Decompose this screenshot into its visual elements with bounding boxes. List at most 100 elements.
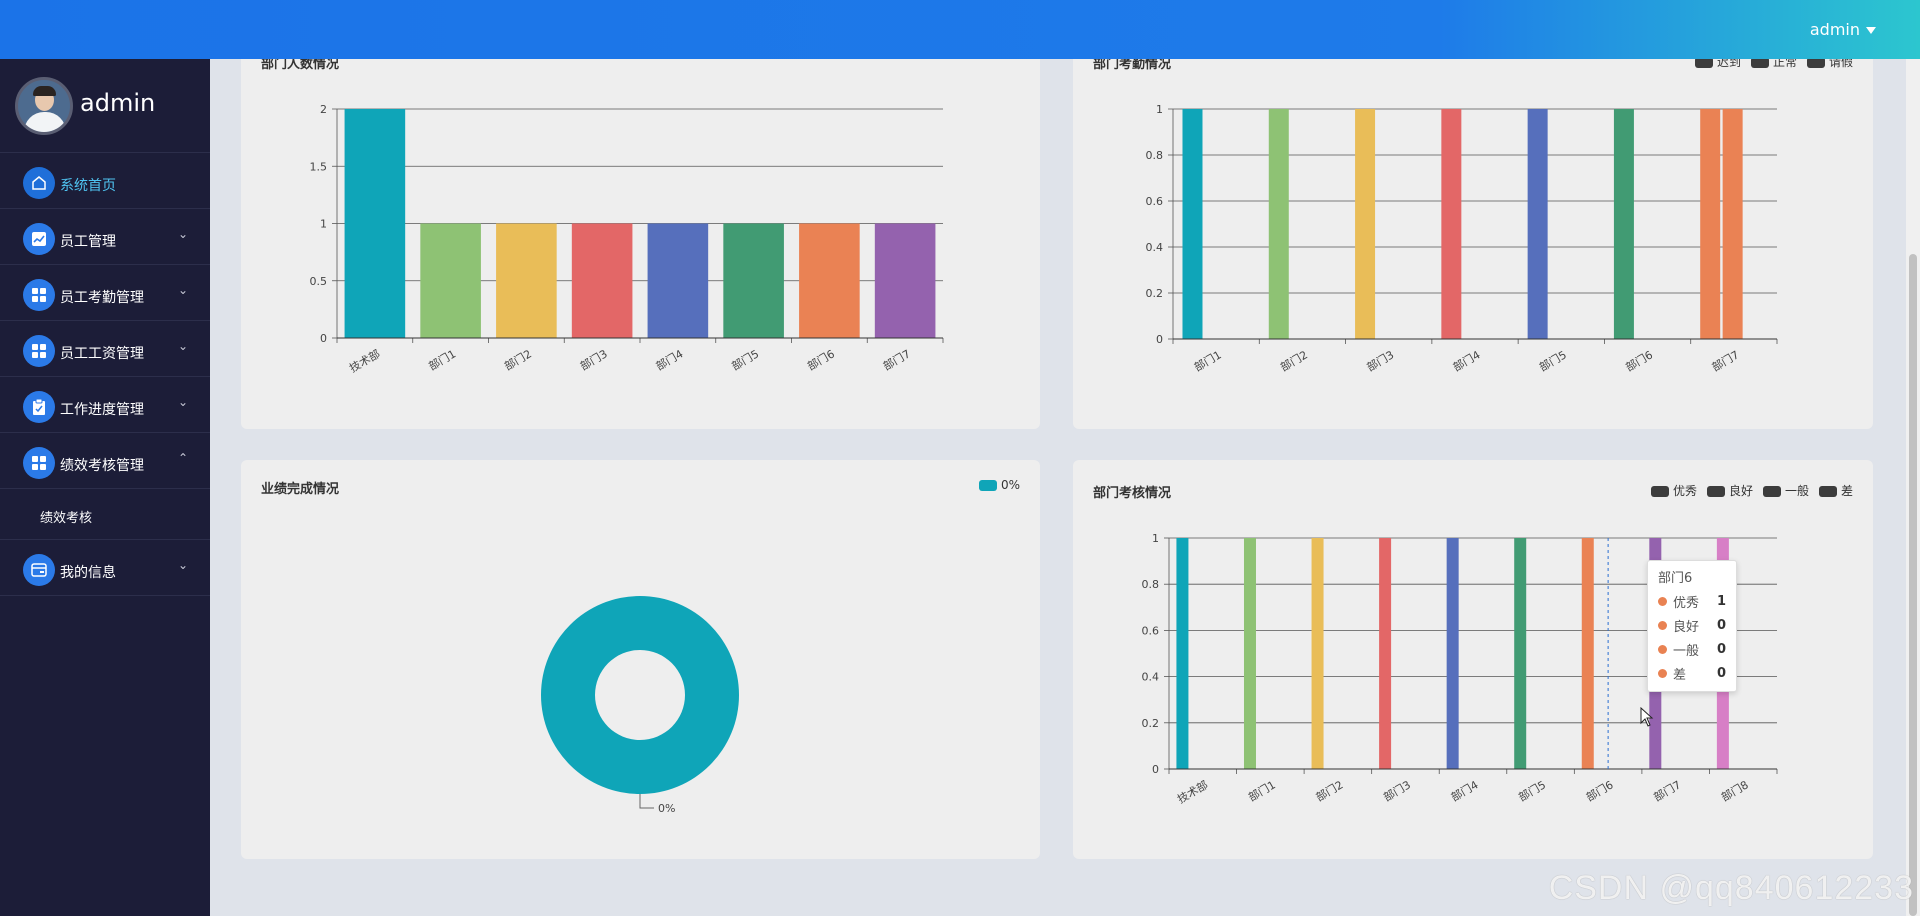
legend: 优秀 良好 一般 差	[1650, 482, 1853, 499]
bar	[874, 223, 936, 338]
x-tick-label: 部门6	[1623, 347, 1655, 374]
legend-item[interactable]: 一般	[1762, 482, 1809, 499]
y-tick-label: 1	[320, 218, 327, 231]
y-tick-label: 0.2	[1146, 287, 1164, 300]
avatar	[15, 77, 73, 135]
pie-slice	[541, 596, 739, 794]
card-icon	[23, 554, 55, 586]
chart-dept-assessment: 0 0.2 0.4 0.6 0.8 1 技术部 部门1 部门2 部门3 部门4 部门5 部门6 部门7 部门…	[1142, 532, 1778, 806]
card-dept-attendance: 部门考勤情况 迟到 正常 请假 0 0.2 0.4 0.6 0.8 1 部门1 部门2 部门3 部…	[1073, 40, 1873, 429]
chart-dept-count: 0 0.5 1 1.5 2 技术部 部门1 部门2 部门3 部门4 部门5 部门6 部门7	[310, 103, 944, 375]
profile: admin	[0, 59, 210, 153]
card-dept-count: 部门人数情况 0 0.5 1 1.5 2 技术部 部门1 部门2 部门3 部门4 部门5 部门6 部门7	[241, 40, 1040, 429]
sidebar-subitem-label: 绩效考核	[40, 511, 93, 526]
sidebar-item-salary[interactable]: 员工工资管理 ⌄	[0, 321, 210, 377]
bar	[1182, 109, 1203, 339]
legend-item[interactable]: 良好	[1706, 482, 1753, 499]
card-dept-assessment: 部门考核情况 优秀 良好 一般 差 0 0.2 0.4 0.6 0.8 1 技术部 部门1 部门…	[1073, 460, 1873, 859]
legend-item[interactable]: 差	[1818, 482, 1853, 499]
chevron-down-icon: ⌄	[177, 283, 188, 297]
chevron-up-icon: ⌃	[177, 451, 188, 465]
sidebar-item-home[interactable]: 系统首页	[0, 153, 210, 209]
grid-icon	[23, 447, 55, 479]
chevron-down-icon: ⌄	[177, 339, 188, 353]
bar	[723, 223, 784, 338]
bar	[1176, 538, 1189, 769]
y-tick-label: 1	[1156, 103, 1163, 116]
y-tick-label: 0.4	[1142, 671, 1160, 684]
bar	[1268, 109, 1289, 339]
bar	[1243, 538, 1256, 769]
sidebar-item-my-info[interactable]: 我的信息 ⌄	[0, 540, 210, 596]
x-tick-label: 部门4	[653, 346, 685, 373]
x-tick-label: 部门3	[1364, 347, 1396, 374]
user-menu[interactable]: admin	[1810, 20, 1876, 39]
bar	[1581, 538, 1594, 769]
bar	[1446, 538, 1459, 769]
sidebar-item-label: 员工工资管理	[60, 346, 144, 362]
sidebar-item-label: 系统首页	[60, 178, 116, 194]
grid-icon	[23, 335, 55, 367]
chart-performance: 0%	[541, 596, 739, 815]
bar	[1613, 109, 1634, 339]
legend-item[interactable]: 0%	[978, 478, 1020, 492]
bar	[1311, 538, 1324, 769]
card-title: 业绩完成情况	[261, 482, 340, 497]
y-tick-label: 0.2	[1142, 717, 1160, 730]
x-tick-label: 部门4	[1450, 347, 1482, 374]
bar	[799, 223, 860, 338]
x-tick-label: 技术部	[347, 346, 383, 375]
bar	[1441, 109, 1462, 339]
pie-label-line	[639, 794, 654, 809]
y-tick-label: 0	[320, 332, 327, 345]
y-tick-label: 1	[1152, 532, 1159, 545]
watermark: CSDN @qq840612233	[1548, 869, 1914, 907]
card-title: 部门考核情况	[1093, 486, 1172, 501]
user-menu-label: admin	[1809, 20, 1860, 39]
x-tick-label: 部门5	[729, 346, 761, 373]
sidebar-item-performance[interactable]: 绩效考核管理 ⌃	[0, 433, 210, 489]
y-tick-label: 0	[1152, 763, 1159, 776]
bar	[1379, 538, 1392, 769]
bar	[496, 223, 557, 338]
top-header-overlay: admin	[0, 0, 1920, 59]
x-tick-label: 部门7	[1651, 777, 1683, 804]
sidebar: admin 系统首页 员工管理 ⌄ 员工考勤管理 ⌄ 员工工资管理 ⌄ 工作进度…	[0, 59, 210, 916]
scrollbar-thumb[interactable]	[1909, 254, 1917, 916]
sidebar-item-label: 绩效考核管理	[60, 458, 144, 474]
chart-line-icon	[23, 223, 55, 255]
bar	[1514, 538, 1527, 769]
card-title: 部门人数情况	[261, 57, 340, 72]
x-tick-label: 部门7	[1709, 347, 1741, 374]
y-tick-label: 0.6	[1146, 195, 1164, 208]
x-tick-label: 部门1	[1192, 347, 1224, 374]
bar	[420, 223, 481, 338]
chevron-down-icon: ⌄	[177, 558, 188, 572]
sidebar-item-employee[interactable]: 员工管理 ⌄	[0, 209, 210, 265]
sidebar-subitem-assessment[interactable]: 绩效考核	[0, 489, 210, 540]
sidebar-item-progress[interactable]: 工作进度管理 ⌄	[0, 377, 210, 433]
mouse-cursor-icon	[1640, 707, 1654, 727]
page-scrollbar[interactable]	[1906, 59, 1920, 916]
x-tick-label: 部门3	[1381, 777, 1413, 804]
chart-dept-attendance: 0 0.2 0.4 0.6 0.8 1 部门1 部门2 部门3 部门4 部门5 部门6 部门7	[1146, 103, 1778, 374]
y-tick-label: 0.8	[1146, 149, 1164, 162]
sidebar-item-attendance[interactable]: 员工考勤管理 ⌄	[0, 265, 210, 321]
x-tick-label: 部门1	[426, 346, 458, 373]
profile-username: admin	[80, 89, 156, 117]
grid-icon	[23, 279, 55, 311]
sidebar-item-label: 工作进度管理	[60, 402, 144, 418]
x-tick-label: 部门1	[1246, 777, 1278, 804]
y-tick-label: 0	[1156, 333, 1163, 346]
x-tick-label: 部门2	[502, 346, 534, 373]
x-tick-label: 部门6	[805, 346, 837, 373]
legend-item[interactable]: 优秀	[1650, 482, 1697, 499]
y-tick-label: 1.5	[310, 160, 328, 173]
card-performance: 业绩完成情况 0% 0%	[241, 460, 1040, 859]
y-tick-label: 0.8	[1142, 578, 1160, 591]
bar	[344, 109, 406, 338]
tooltip-row: 良好 0	[1658, 613, 1726, 637]
card-title: 部门考勤情况	[1093, 57, 1172, 72]
